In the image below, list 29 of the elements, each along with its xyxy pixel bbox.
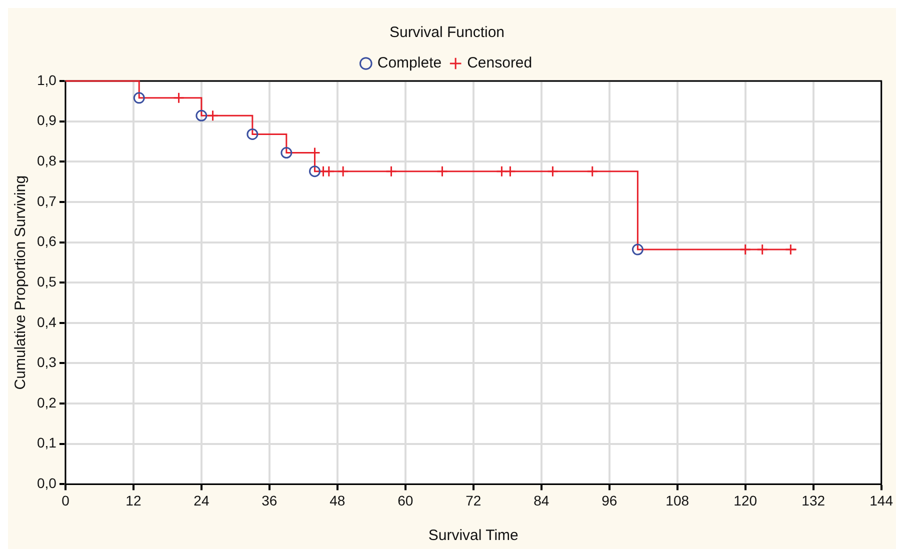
y-tick-label: 0,4 [36, 314, 57, 330]
legend-label: Censored [467, 54, 532, 72]
x-tick-label: 108 [666, 492, 690, 508]
x-tick-label: 48 [330, 492, 346, 508]
legend-label: Complete [377, 54, 442, 72]
y-tick-label: 0,5 [36, 273, 57, 290]
chart-title: Survival Function [389, 24, 505, 42]
x-tick-label: 24 [194, 492, 210, 508]
y-tick-label: 0,6 [36, 233, 57, 250]
x-tick-label: 120 [734, 492, 758, 508]
x-axis-title: Survival Time [428, 527, 518, 544]
x-tick-label: 132 [802, 492, 826, 508]
x-tick-label: 0 [62, 492, 70, 508]
y-tick-label: 1,0 [36, 72, 57, 88]
x-tick-label: 96 [602, 492, 618, 508]
x-tick-label: 12 [126, 492, 142, 508]
y-tick-label: 0,7 [36, 192, 57, 209]
y-tick-label: 0,8 [36, 152, 57, 168]
x-tick-label: 60 [398, 492, 414, 508]
y-tick-label: 0,3 [36, 354, 57, 370]
y-tick-label: 0,9 [36, 112, 57, 128]
y-axis-title: Cumulative Proportion Surviving [12, 175, 30, 390]
x-tick-label: 84 [534, 492, 550, 508]
y-tick-label: 0,0 [36, 475, 57, 492]
x-tick-label: 144 [870, 492, 894, 508]
x-tick-label: 36 [262, 492, 278, 508]
x-tick-label: 72 [466, 492, 482, 508]
y-tick-label: 0,2 [36, 394, 57, 410]
y-tick-label: 0,1 [36, 434, 57, 451]
